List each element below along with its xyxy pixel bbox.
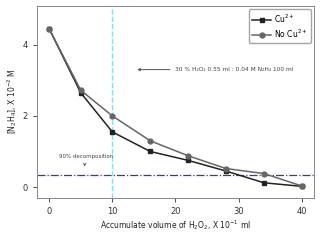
Cu$^{2+}$ — [47, 27, 51, 30]
Cu$^{2+}$ — [224, 170, 228, 173]
Y-axis label: [N$_2$H$_4$], X 10$^{-2}$ M: [N$_2$H$_4$], X 10$^{-2}$ M — [5, 69, 20, 134]
Line: No Cu$^{2+}$: No Cu$^{2+}$ — [47, 26, 304, 188]
No Cu$^{2+}$ — [79, 89, 83, 92]
No Cu$^{2+}$ — [224, 167, 228, 170]
No Cu$^{2+}$ — [262, 172, 266, 175]
Cu$^{2+}$ — [148, 150, 152, 153]
Text: 90% decomposition: 90% decomposition — [59, 154, 113, 165]
Cu$^{2+}$ — [110, 130, 114, 133]
No Cu$^{2+}$ — [186, 154, 190, 157]
No Cu$^{2+}$ — [300, 184, 304, 187]
Legend: Cu$^{2+}$, No Cu$^{2+}$: Cu$^{2+}$, No Cu$^{2+}$ — [249, 9, 311, 43]
No Cu$^{2+}$ — [148, 139, 152, 142]
Cu$^{2+}$ — [79, 91, 83, 94]
Line: Cu$^{2+}$: Cu$^{2+}$ — [47, 26, 304, 189]
Cu$^{2+}$ — [186, 159, 190, 162]
No Cu$^{2+}$ — [47, 27, 51, 30]
Cu$^{2+}$ — [262, 181, 266, 184]
Cu$^{2+}$ — [300, 185, 304, 188]
No Cu$^{2+}$ — [110, 114, 114, 117]
X-axis label: Accumulate volume of H$_2$O$_2$, X 10$^{-1}$ ml: Accumulate volume of H$_2$O$_2$, X 10$^{… — [100, 218, 251, 233]
Text: 30 % H₂O₂ 0.55 ml : 0.04 M N₂H₄ 100 ml: 30 % H₂O₂ 0.55 ml : 0.04 M N₂H₄ 100 ml — [138, 67, 294, 72]
